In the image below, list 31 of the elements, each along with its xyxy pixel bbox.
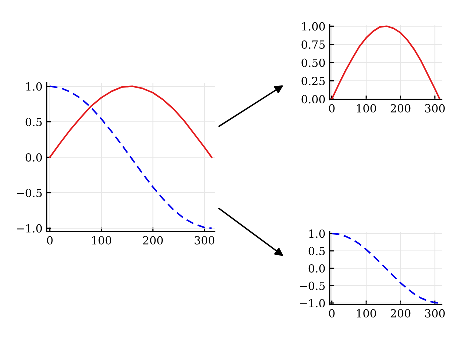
x-tick-label: 0 [47, 236, 53, 245]
x-tick-label: 300 [425, 309, 445, 318]
y-tick-label: 0.0 [26, 153, 42, 162]
y-tick-label: 1.0 [310, 230, 326, 238]
y-tick-label: 1.00 [302, 22, 326, 31]
x-tick-label: 0 [329, 309, 335, 318]
y-tick-label: 1.0 [26, 82, 42, 91]
x-tick-label: 100 [92, 236, 112, 245]
y-tick-label: 0.00 [302, 95, 326, 104]
line-series [49, 86, 213, 230]
x-tick-label: 300 [194, 236, 215, 245]
x-tick-label: 300 [425, 104, 445, 113]
y-tick-label: −1.0 [17, 224, 42, 233]
y-tick-label: 0.5 [26, 118, 42, 126]
line-series [49, 86, 213, 158]
y-tick-label: 0.0 [308, 264, 326, 273]
line-series [331, 232, 441, 304]
x-tick-label: 200 [390, 104, 411, 113]
x-tick-label: 200 [390, 309, 411, 318]
x-tick-label: 0 [329, 104, 335, 113]
y-tick-label: −0.5 [17, 188, 42, 198]
line-series [331, 26, 441, 100]
x-tick-label: 200 [143, 236, 164, 245]
y-tick-label: −1.0 [300, 299, 326, 308]
y-tick-label: 0.75 [302, 40, 325, 50]
x-tick-label: 100 [357, 104, 376, 113]
y-tick-label: 0.25 [302, 77, 325, 86]
y-tick-label: 0.50 [302, 58, 326, 68]
y-tick-label: −0.5 [300, 282, 325, 290]
y-tick-label: 0.5 [308, 247, 325, 256]
x-tick-label: 100 [357, 309, 376, 318]
